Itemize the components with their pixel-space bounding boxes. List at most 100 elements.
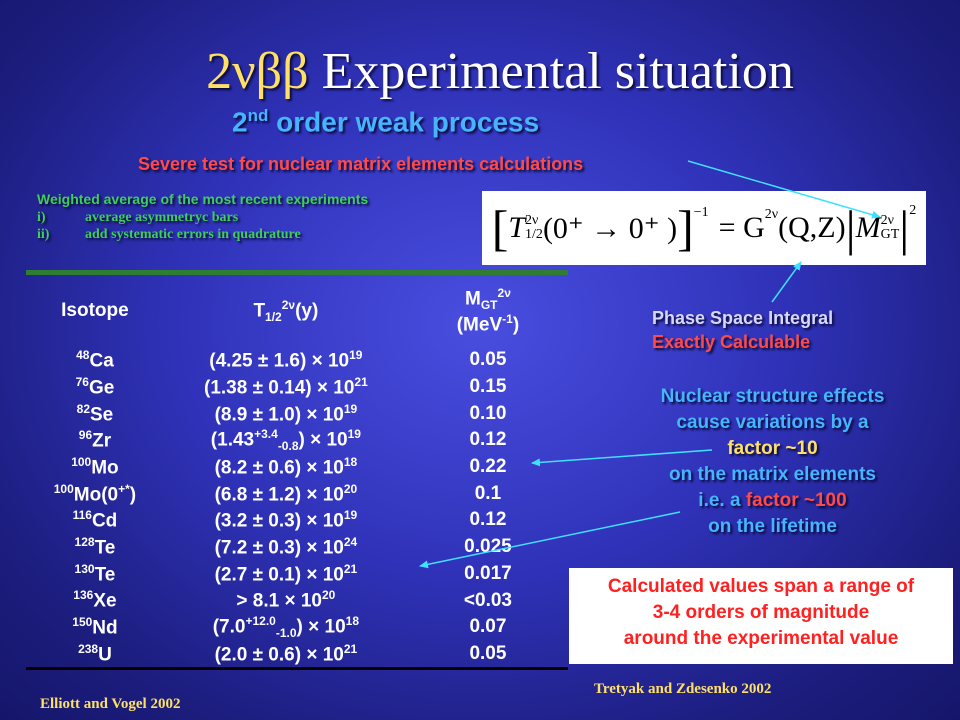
subtitle-rest: order weak process (268, 106, 540, 138)
isotope-cell: 96Zr (78, 428, 112, 452)
nuclear-line: on the matrix elements (669, 464, 876, 485)
bracket-close: ] (677, 200, 694, 256)
halflife-cell: (3.2 ± 0.3) × 1019 (214, 508, 358, 532)
formula-sq: 2 (909, 203, 917, 218)
isotope-cell: 116Cd (72, 508, 118, 532)
table-row: 82Se (8.9 ± 1.0) × 1019 0.10 (26, 400, 568, 427)
note-text: average asymmetryc bars (85, 210, 239, 225)
table-row: 48Ca (4.25 ± 1.6) × 1019 0.05 (26, 347, 568, 374)
halflife-cell: (1.43+3.4-0.8) × 1019 (210, 427, 361, 454)
isotope-cell: 136Xe (73, 588, 117, 612)
matrix-cell: 0.05 (469, 349, 507, 371)
table-row: 100Mo (8.2 ± 0.6) × 1018 0.22 (26, 454, 568, 481)
halflife-cell: (6.8 ± 1.2) × 1020 (214, 481, 358, 505)
calc-line: around the experimental value (623, 628, 899, 649)
formula-eq: = G (718, 211, 765, 244)
phase-space-label: Phase Space Integral (652, 308, 834, 328)
arrow-phase-to-G (771, 261, 802, 303)
T-scripts: 2ν 1/2 (525, 214, 543, 242)
table-row: 136Xe > 8.1 × 1020 <0.03 (26, 587, 568, 614)
halflife-cell: (4.25 ± 1.6) × 1019 (209, 348, 363, 372)
nuclear-line: on the lifetime (708, 516, 837, 537)
matrix-cell: 0.22 (469, 456, 507, 478)
table-row: 116Cd (3.2 ± 0.3) × 1019 0.12 (26, 507, 568, 534)
severe-test-text: Severe test for nuclear matrix elements … (138, 154, 584, 174)
note-num: i) (37, 210, 46, 225)
nuclear-line: Nuclear structure effects (660, 386, 885, 407)
table-header: Isotope T1/22ν(y) MGT2ν (MeV-1) (26, 275, 568, 347)
bar-close: | (899, 200, 910, 256)
isotope-cell: 100Mo (71, 454, 119, 479)
reference-left: Elliott and Vogel 2002 (40, 696, 181, 712)
halflife-cell: > 8.1 × 1020 (236, 588, 336, 612)
matrix-cell: <0.03 (463, 589, 512, 611)
note-num: ii) (37, 227, 50, 242)
table-body: 48Ca (4.25 ± 1.6) × 1019 0.05 76Ge (1.38… (26, 347, 568, 671)
table-row: 150Nd (7.0+12.0-1.0) × 1018 0.07 (26, 614, 568, 641)
halflife-cell: (7.0+12.0-1.0) × 1018 (212, 614, 360, 641)
isotope-cell: 150Nd (72, 615, 118, 639)
halflife-cell: (1.38 ± 0.14) × 1021 (204, 374, 368, 399)
matrix-cell: 0.017 (464, 562, 512, 584)
calc-line: Calculated values span a range of (607, 576, 915, 597)
slide-title: 2νββ Experimental situation (0, 42, 960, 101)
weighted-heading: Weighted average of the most recent expe… (37, 191, 369, 207)
G-sup: 2ν (764, 207, 779, 222)
M-scripts: 2ν GT (881, 214, 900, 242)
phase-space-note: Phase Space Integral Exactly Calculable (652, 306, 833, 354)
table-bottom-rule (26, 667, 568, 671)
isotope-cell: 100Mo(0+*) (53, 481, 137, 505)
formula-inner: (0⁺ → 0⁺ ) (542, 211, 678, 245)
isotope-cell: 130Te (74, 561, 116, 585)
matrix-cell: 0.10 (469, 402, 507, 424)
halflife-cell: (7.2 ± 0.3) × 1024 (214, 534, 358, 559)
header-isotope: Isotope (61, 300, 129, 321)
title-text: Experimental situation (308, 43, 794, 100)
table-row: 96Zr (1.43+3.4-0.8) × 1019 0.12 (26, 427, 568, 454)
bracket-open: [ (491, 200, 509, 256)
formula-M: M (855, 211, 881, 244)
table-row: 100Mo(0+*) (6.8 ± 1.2) × 1020 0.1 (26, 480, 568, 507)
M-sub: GT (880, 227, 900, 242)
formula-box: [T 2ν 1/2 (0⁺ → 0⁺ )] −1 = G 2ν (Q,Z) | M 2ν GT | 2 (482, 191, 926, 265)
isotope-cell: 48Ca (76, 348, 114, 372)
T-sup: 2ν (525, 213, 539, 228)
matrix-cell: 0.1 (474, 482, 502, 504)
subtitle: 2nd order weak process (232, 106, 539, 138)
formula-inv: −1 (693, 205, 709, 220)
isotope-cell: 76Ge (75, 374, 115, 399)
table-row: 76Ge (1.38 ± 0.14) × 1021 0.15 (26, 374, 568, 401)
header-matrix: MGT2ν (MeV-1) (456, 285, 520, 336)
isotope-cell: 238U (78, 641, 112, 666)
matrix-cell: 0.025 (464, 536, 512, 558)
calculated-values-box: Calculated values span a range of 3-4 or… (569, 568, 953, 664)
table-row: 238U (2.0 ± 0.6) × 1021 0.05 (26, 641, 568, 668)
T-sub: 1/2 (525, 227, 543, 242)
note-text: add systematic errors in quadrature (85, 227, 301, 242)
header-halflife: T1/22ν(y) (253, 297, 319, 325)
exactly-calculable-label: Exactly Calculable (652, 332, 811, 352)
matrix-cell: 0.12 (469, 429, 507, 451)
bar-open: | (845, 200, 856, 256)
nuclear-structure-note: Nuclear structure effects cause variatio… (640, 384, 905, 540)
nuclear-line: cause variations by a (676, 412, 869, 433)
note-item: i) average asymmetryc bars (37, 209, 301, 226)
subtitle-base: 2 (232, 106, 248, 138)
halflife-cell: (2.7 ± 0.1) × 1021 (214, 561, 358, 585)
table-row: 128Te (7.2 ± 0.3) × 1024 0.025 (26, 534, 568, 561)
M-sup: 2ν (880, 213, 894, 228)
matrix-cell: 0.07 (469, 616, 507, 638)
halflife-cell: (8.2 ± 0.6) × 1018 (214, 454, 358, 479)
G-args: (Q,Z) (778, 211, 846, 244)
title-greek: 2νββ (206, 43, 309, 100)
reference-right: Tretyak and Zdesenko 2002 (594, 681, 772, 697)
matrix-cell: 0.05 (469, 642, 507, 664)
note-item: ii) add systematic errors in quadrature (37, 226, 301, 243)
subtitle-sup: nd (247, 106, 269, 125)
table-row: 130Te (2.7 ± 0.1) × 1021 0.017 (26, 561, 568, 588)
nuclear-line: i.e. a factor ~100 (698, 490, 847, 511)
nuclear-factor-10: factor ~10 (727, 438, 818, 459)
calc-line: 3-4 orders of magnitude (652, 602, 870, 623)
halflife-cell: (8.9 ± 1.0) × 1019 (214, 401, 358, 425)
formula-T: T (508, 211, 526, 244)
